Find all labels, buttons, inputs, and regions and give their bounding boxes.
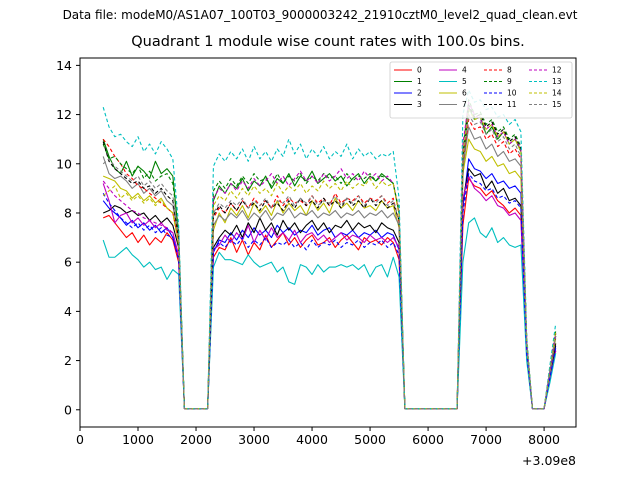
y-tick-label: 12 — [56, 107, 72, 122]
legend-label-8: 8 — [507, 66, 512, 75]
series-lines — [102, 89, 557, 410]
series-line-12 — [102, 101, 557, 410]
x-tick-label: 4000 — [296, 432, 328, 447]
legend-label-3: 3 — [417, 100, 422, 109]
x-tick-label: 6000 — [412, 432, 444, 447]
series-line-6 — [102, 138, 557, 410]
legend-label-9: 9 — [507, 77, 512, 86]
legend-label-0: 0 — [417, 66, 422, 75]
x-tick-label: 1000 — [122, 432, 154, 447]
series-line-10 — [102, 173, 557, 410]
legend-label-2: 2 — [417, 89, 422, 98]
series-line-15 — [102, 114, 557, 410]
series-line-2 — [102, 158, 557, 410]
y-tick-label: 4 — [64, 304, 72, 319]
y-tick-label: 0 — [64, 402, 72, 417]
x-tick-label: 0 — [76, 432, 84, 447]
series-line-9 — [102, 99, 557, 410]
y-tick-label: 14 — [56, 58, 72, 73]
x-tick-label: 5000 — [354, 432, 386, 447]
series-line-14 — [102, 109, 557, 410]
legend-label-14: 14 — [552, 89, 562, 98]
y-tick-label: 8 — [64, 205, 72, 220]
x-tick-label: 7000 — [470, 432, 502, 447]
series-line-8 — [102, 118, 557, 410]
series-line-1 — [102, 106, 557, 410]
legend-label-12: 12 — [552, 66, 562, 75]
x-tick-label: 2000 — [180, 432, 212, 447]
legend-label-13: 13 — [552, 77, 562, 86]
chart-title: Quadrant 1 module wise count rates with … — [131, 34, 525, 50]
series-line-11 — [102, 104, 557, 410]
legend-box — [389, 61, 573, 119]
legend-label-6: 6 — [462, 89, 467, 98]
x-offset-label: +3.09e8 — [522, 453, 576, 468]
series-line-5 — [102, 217, 557, 410]
x-tick-label: 3000 — [238, 432, 270, 447]
legend-label-4: 4 — [462, 66, 467, 75]
y-tick-label: 6 — [64, 255, 72, 270]
figure-suptitle: Data file: modeM0/AS1A07_100T03_90000032… — [62, 8, 578, 22]
legend-label-1: 1 — [417, 77, 422, 86]
legend-label-7: 7 — [462, 100, 467, 109]
legend-label-11: 11 — [507, 100, 517, 109]
legend-label-15: 15 — [552, 100, 562, 109]
y-tick-label: 10 — [56, 156, 72, 171]
legend-label-5: 5 — [462, 77, 467, 86]
y-tick-label: 2 — [64, 353, 72, 368]
legend-label-10: 10 — [507, 89, 517, 98]
x-tick-label: 8000 — [528, 432, 560, 447]
plot-frame — [79, 57, 577, 428]
